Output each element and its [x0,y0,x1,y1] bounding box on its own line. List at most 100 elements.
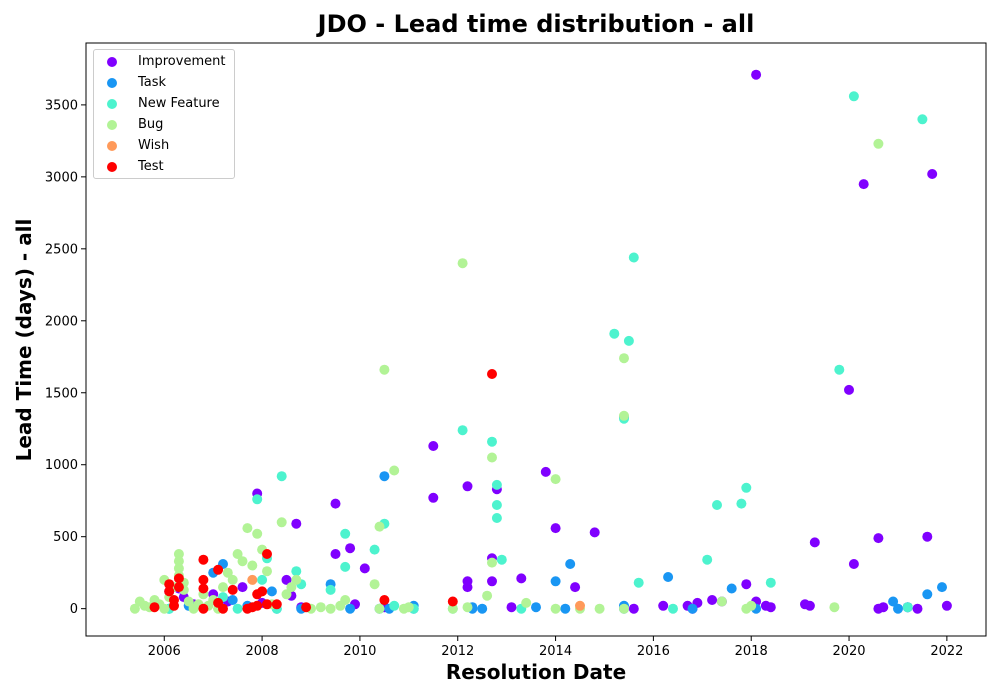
data-point-3-45 [374,603,385,614]
data-point-4-1 [575,600,585,611]
data-point-3-12 [173,563,184,574]
data-point-3-66 [746,600,757,611]
data-point-0-58 [941,600,952,611]
data-point-3-30 [252,528,263,539]
data-point-5-23 [301,602,312,613]
data-point-3-51 [457,258,468,269]
data-point-3-67 [829,602,840,613]
data-point-1-19 [531,602,541,613]
data-point-0-30 [550,523,561,534]
legend-item-4: Wish [94,136,234,157]
data-point-3-60 [594,603,605,614]
data-point-2-23 [491,513,502,523]
data-point-5-11 [213,564,224,575]
data-point-3-49 [403,602,414,613]
y-tick-label-7: 3500 [45,98,78,113]
data-point-3-43 [369,579,380,590]
data-point-3-11 [173,556,184,567]
data-point-1-6 [266,586,277,597]
chart-title: JDO - Lead time distribution - all [317,10,755,38]
data-point-5-21 [262,599,272,610]
data-point-0-56 [922,531,933,542]
data-point-3-39 [315,602,326,613]
data-point-1-34 [937,582,947,593]
y-tick-label-6: 3000 [45,170,78,185]
y-tick-label-5: 2500 [45,242,78,257]
data-point-5-2 [164,586,175,597]
legend-item-2: New Feature [94,94,234,115]
data-point-0-53 [878,602,889,613]
legend-marker-4 [107,141,117,151]
data-point-3-42 [340,595,351,605]
y-axis-label: Lead Time (days) - all [12,218,36,462]
data-point-3-68 [873,138,884,149]
data-point-5-24 [379,595,390,605]
data-point-3-57 [550,474,561,485]
x-tick-label-0: 2006 [148,644,181,659]
data-point-1-30 [888,596,899,607]
data-point-3-25 [227,574,238,585]
data-point-3-58 [550,603,561,614]
x-tick-label-4: 2014 [539,644,572,659]
data-point-1-21 [560,603,571,614]
data-point-2-32 [702,554,713,565]
data-point-0-31 [570,582,581,593]
data-point-2-40 [917,114,928,125]
data-point-1-18 [477,603,488,614]
data-point-3-0 [129,603,140,614]
data-point-3-64 [716,596,727,607]
data-point-5-8 [198,574,209,585]
data-point-5-5 [173,573,184,584]
data-point-0-15 [345,543,356,554]
data-point-3-54 [487,452,497,463]
data-point-1-31 [893,603,903,614]
data-point-3-32 [262,566,272,577]
data-point-3-10 [173,549,184,559]
data-point-0-9 [281,574,292,585]
data-point-5-13 [218,603,228,614]
legend-label-1: Task [138,75,167,90]
data-point-3-61 [619,353,629,364]
x-axis-label: Resolution Date [445,660,627,684]
data-point-0-46 [804,600,815,611]
data-point-1-26 [663,572,674,582]
legend-marker-5 [107,162,117,172]
y-tick-label-4: 2000 [45,314,78,329]
data-point-0-19 [428,441,439,451]
data-point-0-14 [330,549,341,559]
data-point-2-29 [628,252,639,263]
legend-label-2: New Feature [138,96,220,111]
data-point-3-28 [242,523,253,534]
data-point-5-1 [164,579,175,590]
data-point-2-9 [291,566,302,577]
data-point-0-28 [516,573,527,584]
data-point-0-34 [658,600,669,611]
data-point-2-30 [633,577,644,588]
data-point-3-53 [482,590,493,601]
data-point-1-20 [550,576,561,587]
legend-item-5: Test [94,157,234,178]
data-point-5-4 [169,600,179,611]
data-point-0-27 [506,602,517,613]
data-point-2-38 [848,91,859,102]
data-point-2-8 [276,471,287,482]
data-point-0-40 [741,579,752,590]
data-point-3-56 [521,597,532,608]
data-point-3-16 [183,596,194,607]
data-point-1-33 [922,589,933,600]
data-point-0-33 [628,603,639,614]
data-point-2-11 [325,584,336,595]
data-point-5-9 [198,603,209,614]
y-tick-label-3: 1500 [45,386,78,401]
data-point-3-23 [218,582,228,593]
data-point-0-44 [765,602,776,613]
data-point-1-22 [565,559,576,569]
data-point-2-31 [668,603,678,614]
data-point-5-7 [198,554,209,565]
data-point-1-27 [687,603,698,614]
data-point-3-40 [325,603,336,614]
data-point-0-48 [844,384,854,395]
legend-marker-1 [107,78,117,88]
data-point-1-12 [379,471,390,482]
